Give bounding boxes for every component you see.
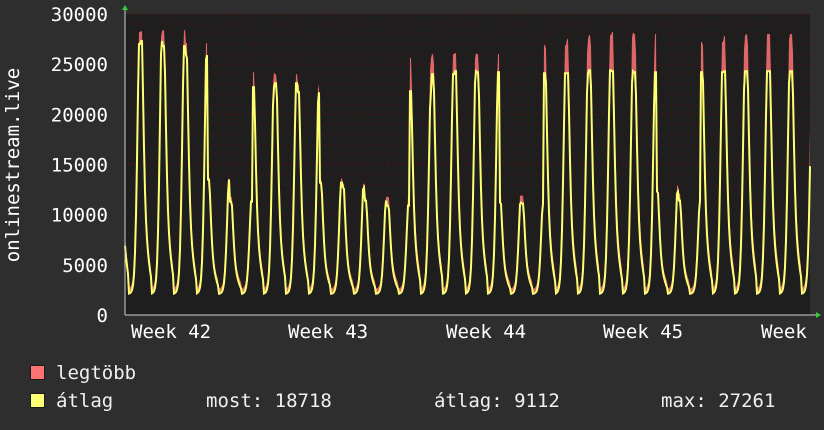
x-tick-label: Week 45 <box>603 321 683 343</box>
y-tick-label: 15000 <box>51 155 108 177</box>
avg-swatch <box>30 393 45 408</box>
y-tick-label: 20000 <box>51 104 108 126</box>
y-axis-label: onlinestream.live <box>2 68 24 262</box>
y-axis-arrow <box>122 5 128 10</box>
legend-item-max: legtöbb <box>30 362 136 384</box>
stat-current: most: 18718 <box>206 390 332 412</box>
axes <box>122 5 821 318</box>
legend-label-avg: átlag <box>56 390 114 412</box>
series-atlag <box>124 40 811 296</box>
y-tick-label: 5000 <box>62 255 108 277</box>
x-tick-label: Week 44 <box>446 321 526 343</box>
max-swatch <box>30 365 45 380</box>
x-tick-label: Week 43 <box>288 321 368 343</box>
series-layer <box>124 30 811 315</box>
y-tick-label: 0 <box>97 305 108 327</box>
x-tick-label: Week 42 <box>131 321 211 343</box>
y-tick-label: 10000 <box>51 205 108 227</box>
y-tick-label: 30000 <box>51 4 108 26</box>
x-tick-labels: Week 42 Week 43 Week 44 Week 45 Week <box>131 321 807 343</box>
x-tick-label: Week <box>761 321 807 343</box>
legend-label-max: legtöbb <box>56 362 137 384</box>
y-tick-labels: 0 5000 10000 15000 20000 25000 30000 <box>51 4 108 327</box>
x-axis-arrow <box>816 312 821 318</box>
y-tick-label: 25000 <box>51 54 108 76</box>
legend-item-avg: átlag <box>30 390 113 412</box>
stat-maximum: max: 27261 <box>661 390 776 412</box>
stat-average: átlag: 9112 <box>434 390 560 412</box>
